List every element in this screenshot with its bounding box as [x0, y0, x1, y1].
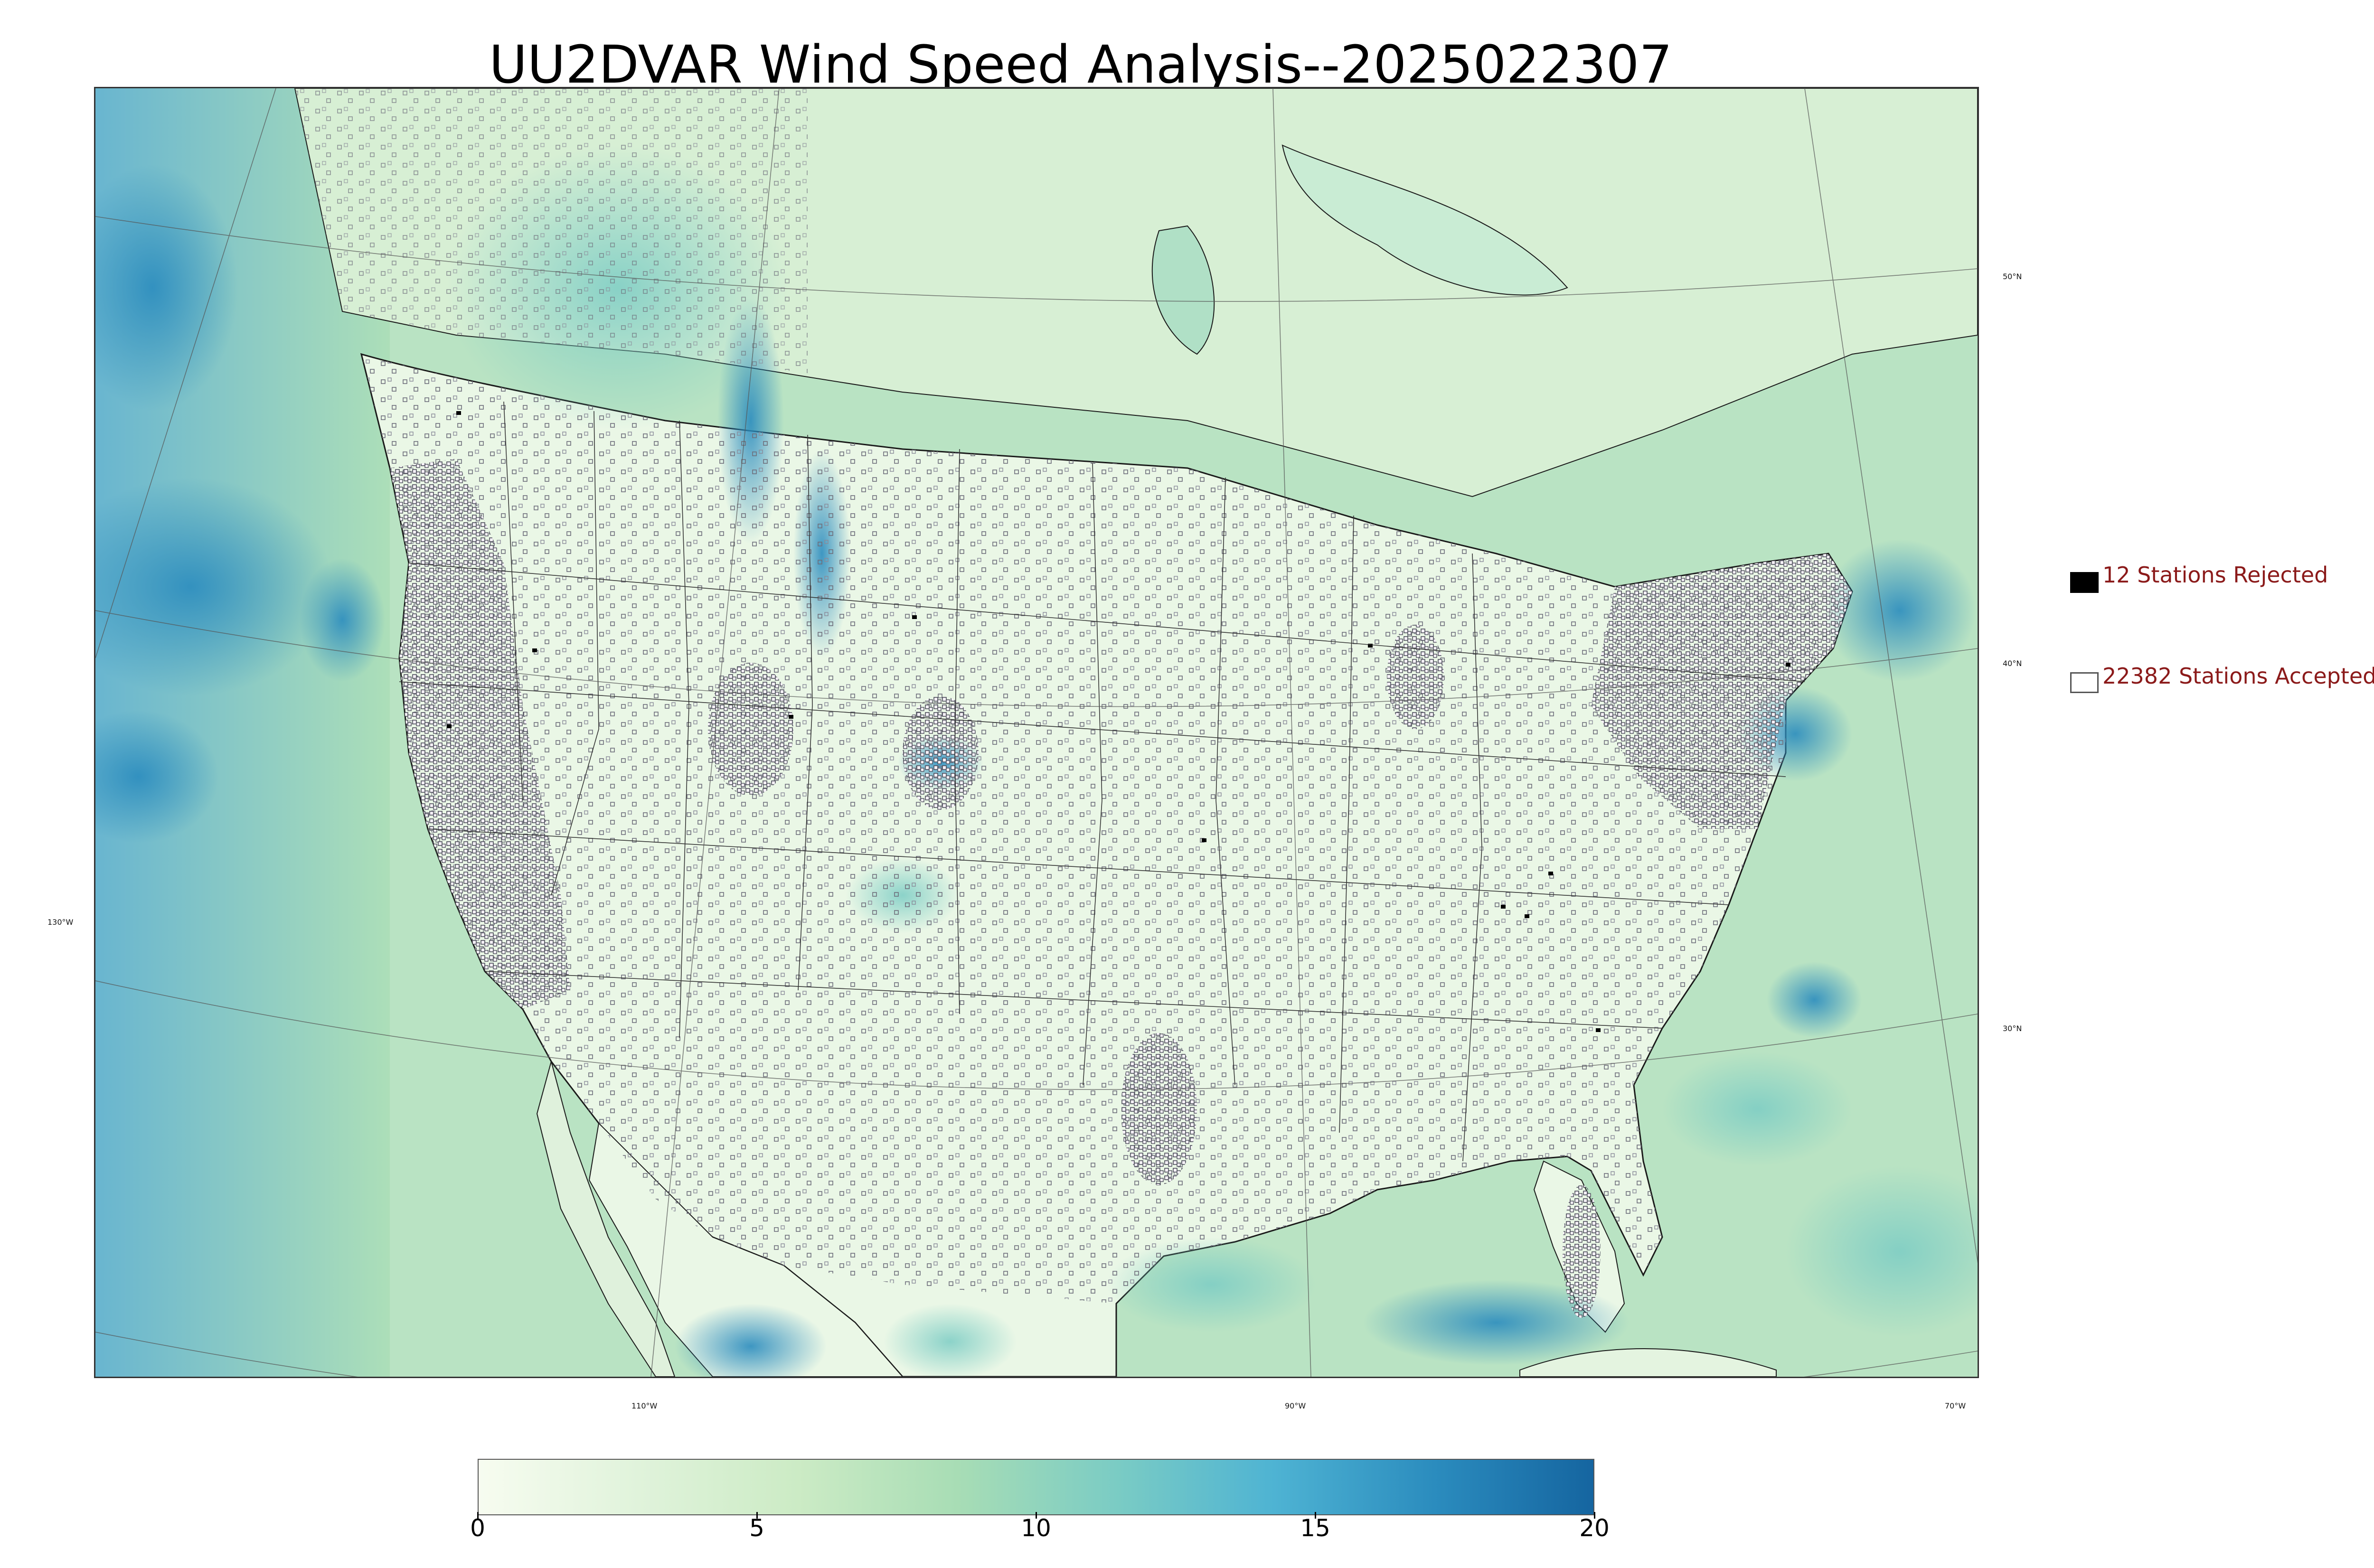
colorbar-tick-label: 15 [1300, 1514, 1330, 1542]
lon-label-110w: 110°W [631, 1401, 658, 1410]
colorbar-tick-label: 10 [1021, 1514, 1051, 1542]
lon-label-70w: 70°W [1945, 1401, 1966, 1410]
lon-label-90w: 90°W [1285, 1401, 1306, 1410]
lat-label-50n: 50°N [2003, 272, 2022, 281]
accepted-marker-icon [2070, 672, 2099, 693]
rejected-legend-label: 12 Stations Rejected [2102, 562, 2328, 588]
map-svg [95, 88, 1978, 1377]
colorbar [478, 1459, 1594, 1515]
lon-label-130w: 130°W [47, 918, 74, 927]
colorbar-tick-mark [1315, 1512, 1316, 1519]
lat-label-40n: 40°N [2003, 659, 2022, 668]
lat-label-30n: 30°N [2003, 1024, 2022, 1033]
colorbar-tick-mark [756, 1512, 758, 1519]
rejected-marker-icon [2070, 572, 2099, 593]
colorbar-tick-label: 0 [470, 1514, 485, 1542]
colorbar-tick-label: 20 [1579, 1514, 1610, 1542]
colorbar-tick-mark [1036, 1512, 1037, 1519]
colorbar-tick-mark [1594, 1512, 1595, 1519]
accepted-legend-label: 22382 Stations Accepted [2102, 663, 2374, 689]
colorbar-tick-label: 5 [749, 1514, 764, 1542]
wind-speed-map [94, 87, 1979, 1378]
colorbar-tick-mark [477, 1512, 479, 1519]
figure-title: UU2DVAR Wind Speed Analysis--2025022307 [489, 34, 1673, 95]
